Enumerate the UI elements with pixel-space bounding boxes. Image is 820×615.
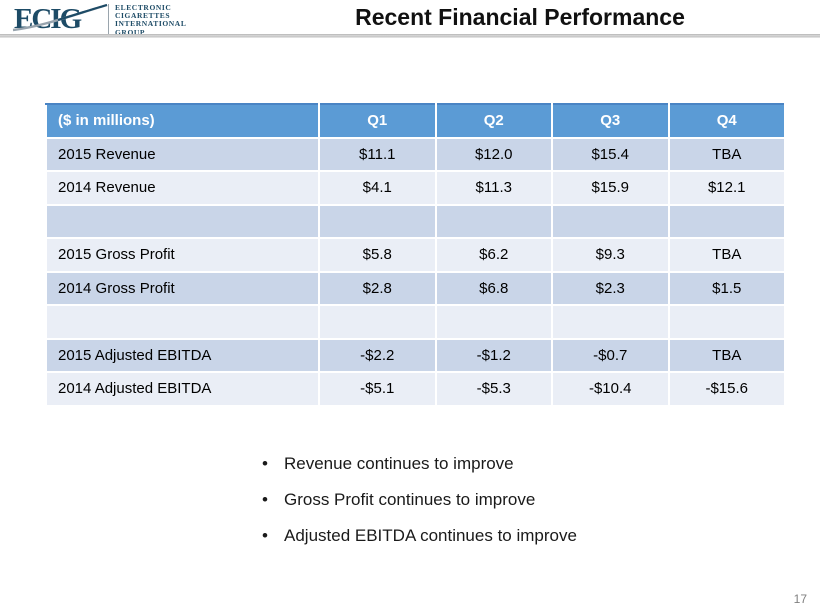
table-row: 2015 Gross Profit $5.8 $6.2 $9.3 TBA (45, 237, 786, 273)
cell-value (434, 304, 553, 340)
logo-divider (108, 4, 109, 34)
cell-value: -$15.6 (667, 371, 786, 407)
cell-value: $12.1 (667, 170, 786, 206)
cell-value (318, 304, 437, 340)
cell-value: $12.0 (434, 136, 553, 172)
logo-ecig-wordmark: ECIG (14, 3, 82, 35)
logo: ECIG ELECTRONIC CIGARETTES INTERNATIONAL GR… (12, 3, 186, 37)
logo-text: ELECTRONIC CIGARETTES INTERNATIONAL GROUP (115, 3, 186, 37)
cell-value: -$10.4 (551, 371, 670, 407)
table-row: 2015 Adjusted EBITDA -$2.2 -$1.2 -$0.7 TBA (45, 337, 786, 373)
bullet-item: Gross Profit continues to improve (260, 488, 577, 511)
page-title: Recent Financial Performance (355, 4, 685, 30)
row-label: 2014 Adjusted EBITDA (45, 371, 320, 407)
cell-value: -$1.2 (434, 337, 553, 373)
cell-value (318, 203, 437, 239)
table-header-q3: Q3 (551, 103, 670, 139)
row-label: 2015 Adjusted EBITDA (45, 337, 320, 373)
page-number: 17 (793, 592, 807, 606)
cell-value: $1.5 (667, 270, 786, 306)
row-label: 2014 Gross Profit (45, 270, 320, 306)
cell-value: $15.9 (551, 170, 670, 206)
table-spacer-row (45, 304, 786, 340)
row-label (45, 304, 320, 340)
table-header-q1: Q1 (318, 103, 437, 139)
logo-text-line: GROUP (115, 27, 146, 37)
cell-value: $6.8 (434, 270, 553, 306)
logo-text-line: INTERNATIONAL (115, 19, 187, 29)
bullet-item: Adjusted EBITDA continues to improve (260, 524, 577, 547)
table-row: 2014 Revenue $4.1 $11.3 $15.9 $12.1 (45, 170, 786, 206)
logo-text-line: CIGARETTES (115, 11, 171, 21)
row-label: 2015 Revenue (45, 136, 320, 172)
cell-value: $2.8 (318, 270, 437, 306)
cell-value: $9.3 (551, 237, 670, 273)
table-row: 2015 Revenue $11.1 $12.0 $15.4 TBA (45, 136, 786, 172)
table-header-q4: Q4 (667, 103, 786, 139)
cell-value: $6.2 (434, 237, 553, 273)
table-body: 2015 Revenue $11.1 $12.0 $15.4 TBA 2014 Reven… (45, 136, 786, 407)
row-label: 2014 Revenue (45, 170, 320, 206)
table-row: 2014 Adjusted EBITDA -$5.1 -$5.3 -$10.4 -$15… (45, 371, 786, 407)
cell-value: $11.3 (434, 170, 553, 206)
cell-value: $11.1 (318, 136, 437, 172)
header-rule (0, 34, 820, 38)
cell-value: TBA (667, 136, 786, 172)
bullet-item: Revenue continues to improve (260, 452, 577, 475)
cell-value: -$0.7 (551, 337, 670, 373)
table-row: 2014 Gross Profit $2.8 $6.8 $2.3 $1.5 (45, 270, 786, 306)
table-header-q2: Q2 (434, 103, 553, 139)
bullet-list: Revenue continues to improve Gross Profit… (260, 452, 577, 560)
cell-value: $2.3 (551, 270, 670, 306)
cell-value: $4.1 (318, 170, 437, 206)
cell-value (667, 203, 786, 239)
cell-value: -$5.3 (434, 371, 553, 407)
cell-value: -$2.2 (318, 337, 437, 373)
cell-value: $15.4 (551, 136, 670, 172)
cell-value (551, 304, 670, 340)
cell-value: TBA (667, 237, 786, 273)
row-label (45, 203, 320, 239)
cell-value: $5.8 (318, 237, 437, 273)
logo-wordmark-wrap: ECIG (12, 3, 108, 35)
table-header-row: ($ in millions) Q1 Q2 Q3 Q4 (45, 103, 786, 139)
logo-text-line: ELECTRONIC (115, 3, 172, 12)
row-label: 2015 Gross Profit (45, 237, 320, 273)
table-spacer-row (45, 203, 786, 239)
cell-value: TBA (667, 337, 786, 373)
cell-value: -$5.1 (318, 371, 437, 407)
cell-value (434, 203, 553, 239)
cell-value (667, 304, 786, 340)
table-header-label: ($ in millions) (45, 103, 320, 139)
financial-table: ($ in millions) Q1 Q2 Q3 Q4 2015 Revenue $11.… (45, 103, 786, 407)
cell-value (551, 203, 670, 239)
